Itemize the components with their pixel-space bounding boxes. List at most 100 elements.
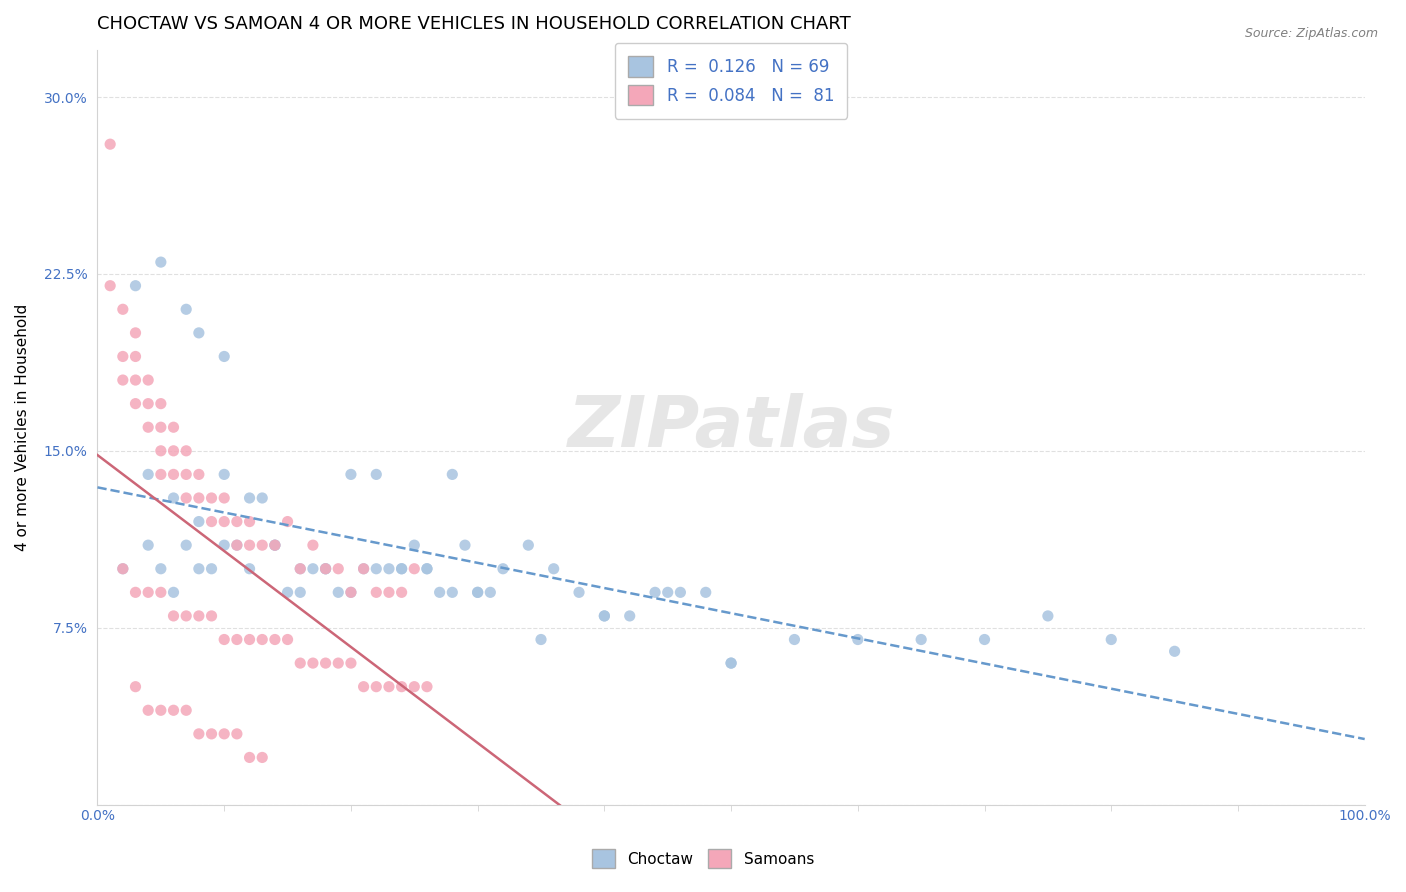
- Point: [200, 562, 222, 576]
- Point: [124, 350, 146, 364]
- Point: [366, 467, 388, 482]
- Point: [149, 467, 172, 482]
- Point: [200, 608, 222, 623]
- Point: [187, 326, 209, 340]
- Point: [910, 632, 932, 647]
- Point: [200, 491, 222, 505]
- Point: [174, 703, 197, 717]
- Point: [162, 467, 184, 482]
- Point: [149, 703, 172, 717]
- Point: [212, 727, 235, 741]
- Text: Source: ZipAtlas.com: Source: ZipAtlas.com: [1244, 27, 1378, 40]
- Point: [340, 585, 363, 599]
- Point: [378, 585, 401, 599]
- Point: [264, 538, 287, 552]
- Point: [973, 632, 995, 647]
- Point: [136, 538, 159, 552]
- Point: [212, 350, 235, 364]
- Point: [162, 703, 184, 717]
- Legend: R =  0.126   N = 69, R =  0.084   N =  81: R = 0.126 N = 69, R = 0.084 N = 81: [614, 43, 848, 119]
- Point: [212, 491, 235, 505]
- Point: [200, 515, 222, 529]
- Point: [124, 326, 146, 340]
- Point: [404, 562, 426, 576]
- Point: [404, 538, 426, 552]
- Point: [111, 373, 134, 387]
- Point: [416, 562, 439, 576]
- Point: [225, 538, 247, 552]
- Point: [669, 585, 692, 599]
- Point: [174, 538, 197, 552]
- Point: [212, 515, 235, 529]
- Point: [416, 562, 439, 576]
- Point: [353, 562, 375, 576]
- Point: [264, 538, 287, 552]
- Point: [174, 608, 197, 623]
- Legend: Choctaw, Samoans: Choctaw, Samoans: [585, 841, 821, 875]
- Point: [315, 656, 337, 670]
- Point: [238, 632, 260, 647]
- Point: [187, 491, 209, 505]
- Point: [378, 680, 401, 694]
- Point: [366, 562, 388, 576]
- Point: [619, 608, 641, 623]
- Point: [467, 585, 489, 599]
- Point: [212, 632, 235, 647]
- Point: [187, 467, 209, 482]
- Point: [98, 137, 121, 152]
- Point: [225, 538, 247, 552]
- Point: [238, 562, 260, 576]
- Point: [657, 585, 679, 599]
- Point: [136, 397, 159, 411]
- Point: [391, 585, 413, 599]
- Point: [149, 443, 172, 458]
- Point: [225, 727, 247, 741]
- Point: [124, 397, 146, 411]
- Point: [149, 397, 172, 411]
- Point: [290, 585, 312, 599]
- Y-axis label: 4 or more Vehicles in Household: 4 or more Vehicles in Household: [15, 303, 30, 551]
- Point: [378, 562, 401, 576]
- Point: [111, 562, 134, 576]
- Point: [492, 562, 515, 576]
- Point: [391, 562, 413, 576]
- Point: [149, 420, 172, 434]
- Point: [238, 491, 260, 505]
- Point: [252, 538, 274, 552]
- Point: [187, 515, 209, 529]
- Point: [174, 491, 197, 505]
- Point: [783, 632, 806, 647]
- Point: [174, 302, 197, 317]
- Point: [124, 278, 146, 293]
- Point: [328, 585, 350, 599]
- Point: [404, 680, 426, 694]
- Point: [290, 562, 312, 576]
- Point: [302, 562, 325, 576]
- Point: [111, 302, 134, 317]
- Point: [238, 750, 260, 764]
- Point: [162, 491, 184, 505]
- Point: [720, 656, 742, 670]
- Point: [174, 467, 197, 482]
- Point: [252, 491, 274, 505]
- Point: [252, 750, 274, 764]
- Point: [252, 632, 274, 647]
- Point: [124, 373, 146, 387]
- Point: [124, 585, 146, 599]
- Point: [353, 680, 375, 694]
- Point: [315, 562, 337, 576]
- Point: [136, 467, 159, 482]
- Point: [593, 608, 616, 623]
- Point: [238, 538, 260, 552]
- Point: [174, 443, 197, 458]
- Point: [340, 656, 363, 670]
- Point: [340, 585, 363, 599]
- Point: [1036, 608, 1059, 623]
- Point: [136, 703, 159, 717]
- Text: ZIPatlas: ZIPatlas: [568, 392, 894, 462]
- Point: [302, 538, 325, 552]
- Point: [162, 608, 184, 623]
- Point: [136, 373, 159, 387]
- Point: [200, 727, 222, 741]
- Point: [162, 443, 184, 458]
